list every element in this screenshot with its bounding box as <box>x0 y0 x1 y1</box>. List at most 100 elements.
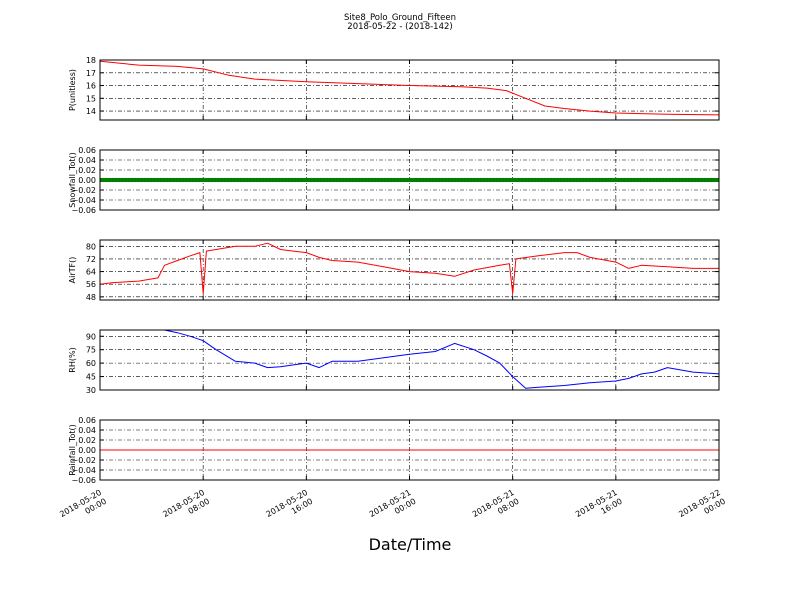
data-point <box>229 177 234 183</box>
panel-1: 14 15 16 17 18 P(unitless) <box>68 56 720 121</box>
x-tick-label: 2018-05-2000:00 <box>58 488 108 528</box>
series-line <box>164 330 719 389</box>
data-point <box>171 177 176 183</box>
data-point <box>526 177 531 183</box>
data-point <box>645 177 650 183</box>
chart-panels: 1415161718P(unitless)−0.06−0.04−0.020.00… <box>68 56 720 485</box>
data-point <box>641 177 647 183</box>
data-point <box>280 177 285 183</box>
y-axis-label: P(unitless) <box>68 69 77 111</box>
y-tick-label: 72 <box>86 255 96 264</box>
y-tick-label: 17 <box>86 69 96 78</box>
y-axis-label: Snowfall_Tot() <box>68 152 77 208</box>
data-point <box>558 177 563 183</box>
data-point <box>293 177 298 183</box>
y-tick-label: 48 <box>86 293 96 302</box>
data-point <box>536 177 541 183</box>
y-axis-label: AirTF() <box>68 257 77 284</box>
data-point <box>561 177 567 183</box>
data-point <box>619 177 624 183</box>
data-point <box>117 177 122 183</box>
data-point <box>584 177 589 183</box>
data-point <box>446 177 451 183</box>
data-point <box>437 177 442 183</box>
data-point <box>517 177 522 183</box>
data-point <box>158 177 163 183</box>
data-point <box>433 177 439 183</box>
data-point <box>600 177 605 183</box>
y-tick-label: 0.00 <box>78 176 96 185</box>
data-point <box>222 177 227 183</box>
data-point <box>385 177 391 183</box>
data-point <box>401 177 407 183</box>
x-axis-tick-labels: 2018-05-2000:00 2018-05-2008:00 2018-05-20… <box>58 488 727 528</box>
data-point <box>462 177 467 183</box>
data-point <box>555 177 560 183</box>
data-point <box>382 177 387 183</box>
data-point <box>577 177 583 183</box>
y-tick-label: −0.02 <box>71 186 96 195</box>
data-point <box>686 177 691 183</box>
data-point <box>331 177 336 183</box>
data-point <box>481 177 487 183</box>
data-point <box>696 177 701 183</box>
data-point <box>625 177 631 183</box>
data-point <box>609 177 615 183</box>
data-point <box>337 177 343 183</box>
y-tick-label: 60 <box>86 359 96 368</box>
data-point <box>705 177 711 183</box>
data-point <box>264 177 269 183</box>
data-point <box>478 177 483 183</box>
data-point <box>309 177 314 183</box>
data-point <box>475 177 480 183</box>
data-point <box>673 177 679 183</box>
data-point <box>305 177 311 183</box>
data-point <box>219 177 224 183</box>
series-line <box>100 242 719 295</box>
y-tick-label: −0.04 <box>71 196 96 205</box>
data-point <box>606 177 611 183</box>
data-point <box>213 177 218 183</box>
data-point <box>238 177 243 183</box>
data-point <box>699 177 704 183</box>
panel-frame <box>99 419 720 481</box>
data-point <box>120 177 125 183</box>
data-point <box>488 177 493 183</box>
y-tick-label: 0.02 <box>78 166 96 175</box>
data-point <box>165 177 170 183</box>
data-point <box>197 177 202 183</box>
data-point <box>574 177 579 183</box>
data-point <box>286 177 291 183</box>
y-tick-label: 80 <box>86 242 96 251</box>
data-point <box>357 177 362 183</box>
data-point <box>110 177 115 183</box>
data-point <box>174 177 179 183</box>
data-point <box>389 177 394 183</box>
data-point <box>283 177 288 183</box>
panel-5: −0.06−0.04−0.020.000.020.040.06Rainfall_… <box>68 416 720 485</box>
data-point <box>497 177 503 183</box>
data-point <box>277 177 282 183</box>
y-tick-label: 18 <box>86 56 96 65</box>
data-point <box>507 177 512 183</box>
x-tick-label: 2018-05-2016:00 <box>265 488 315 528</box>
data-point <box>616 177 621 183</box>
data-point <box>545 177 551 183</box>
data-point <box>187 177 192 183</box>
data-point <box>216 177 221 183</box>
data-point <box>677 177 682 183</box>
data-point <box>421 177 426 183</box>
data-point <box>353 177 359 183</box>
y-axis-label: RH(%) <box>68 347 77 372</box>
y-tick-label: 0.00 <box>78 446 96 455</box>
data-point <box>270 177 275 183</box>
data-point <box>712 177 717 183</box>
data-point <box>424 177 429 183</box>
data-point <box>152 177 157 183</box>
data-point <box>465 177 471 183</box>
data-point <box>693 177 698 183</box>
data-point <box>225 177 231 183</box>
data-point <box>366 177 371 183</box>
y-tick-label: 0.04 <box>78 156 96 165</box>
